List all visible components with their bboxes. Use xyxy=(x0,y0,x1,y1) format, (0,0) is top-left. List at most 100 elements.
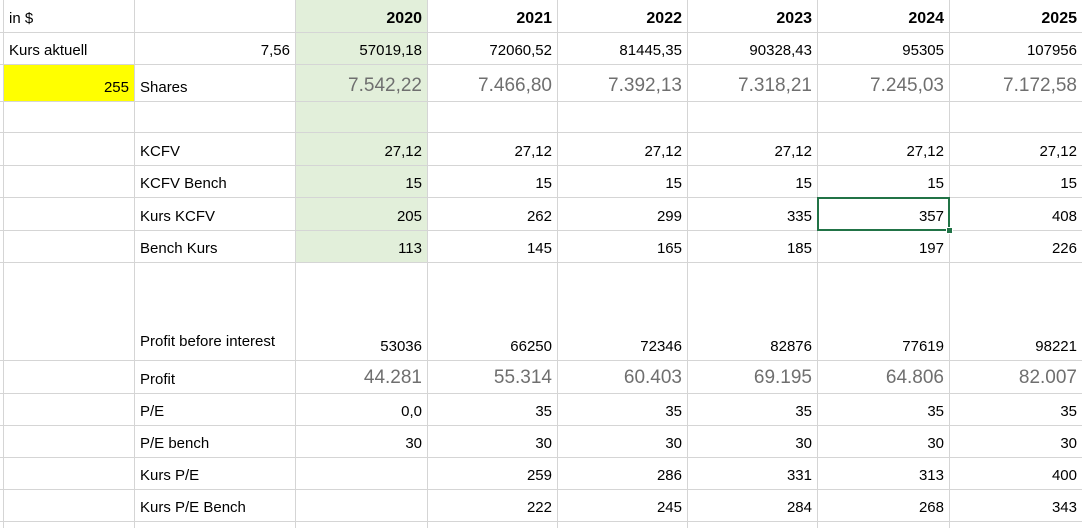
row-label-profit[interactable]: Profit xyxy=(135,361,296,394)
row-label-kurs-pe[interactable]: Kurs P/E xyxy=(135,458,296,490)
cell-kcfv-bench-2021[interactable]: 15 xyxy=(428,166,558,198)
cell-kurs-pe-2024[interactable]: 313 xyxy=(818,458,950,490)
cell-kcfv-bench-2020[interactable]: 15 xyxy=(296,166,428,198)
cell-year-header-col-b[interactable] xyxy=(135,0,296,33)
cell-year-header-2020[interactable]: 2020 xyxy=(296,0,428,33)
cell-profit-before-interest-2023[interactable]: 82876 xyxy=(688,263,818,361)
cell-kurs-aktuell-2020[interactable]: 57019,18 xyxy=(296,33,428,65)
cell-shares-2024[interactable]: 7.245,03 xyxy=(818,65,950,102)
row-label-kcfv[interactable]: KCFV xyxy=(135,133,296,166)
row-label-kurs-pe-bench[interactable]: Kurs P/E Bench xyxy=(135,490,296,522)
row-label-profit-before-interest[interactable]: Profit before interest xyxy=(135,263,296,361)
cell-bench-kurs-2022[interactable]: 165 xyxy=(558,231,688,263)
cell-kurs-pe-bench-2023[interactable]: 284 xyxy=(688,490,818,522)
cell-kcfv-bench-2024[interactable]: 15 xyxy=(818,166,950,198)
cell-year-header-2025[interactable]: 2025 xyxy=(950,0,1082,33)
cell-kurs-kcfv-2020[interactable]: 205 xyxy=(296,198,428,231)
cell-kurs-kcfv-col-a[interactable] xyxy=(4,198,135,231)
cell-kurs-aktuell-2022[interactable]: 81445,35 xyxy=(558,33,688,65)
cell-kcfv-bench-2023[interactable]: 15 xyxy=(688,166,818,198)
cell-pe-bench-2023[interactable]: 30 xyxy=(688,426,818,458)
cell-kcfv-bench-2025[interactable]: 15 xyxy=(950,166,1082,198)
cell-profit-col-a[interactable] xyxy=(4,361,135,394)
cell-bench-kurs-2023[interactable]: 185 xyxy=(688,231,818,263)
cell-kurs-pe-2020[interactable] xyxy=(296,458,428,490)
cell-pe-bench-2025[interactable]: 30 xyxy=(950,426,1082,458)
cell-bench-kurs-2024[interactable]: 197 xyxy=(818,231,950,263)
row-label-kcfv-bench[interactable]: KCFV Bench xyxy=(135,166,296,198)
cell-kcfv-bench-col-a[interactable] xyxy=(4,166,135,198)
cell-bench-kurs-2025[interactable]: 226 xyxy=(950,231,1082,263)
cell-kcfv-2023[interactable]: 27,12 xyxy=(688,133,818,166)
cell-shares-col-a[interactable]: 255 xyxy=(4,65,135,102)
cell-kurs-pe-bench-2025[interactable]: 343 xyxy=(950,490,1082,522)
cell-kurs-pe-col-a[interactable] xyxy=(4,458,135,490)
cell-pe-2021[interactable]: 35 xyxy=(428,394,558,426)
cell-bench-kurs-col-a[interactable] xyxy=(4,231,135,263)
cell-pe-2022[interactable]: 35 xyxy=(558,394,688,426)
cell-pe-bench-col-a[interactable] xyxy=(4,426,135,458)
cell-kurs-pe-bench-2020[interactable] xyxy=(296,490,428,522)
cell-profit-before-interest-2025[interactable]: 98221 xyxy=(950,263,1082,361)
cell-pe-2020[interactable]: 0,0 xyxy=(296,394,428,426)
cell-kurs-pe-bench-2024[interactable]: 268 xyxy=(818,490,950,522)
cell-year-header-2024[interactable]: 2024 xyxy=(818,0,950,33)
cell-kcfv-2025[interactable]: 27,12 xyxy=(950,133,1082,166)
cell-pe-2023[interactable]: 35 xyxy=(688,394,818,426)
cell-profit-2023[interactable]: 69.195 xyxy=(688,361,818,394)
cell-kurs-kcfv-2021[interactable]: 262 xyxy=(428,198,558,231)
cell-kurs-pe-2022[interactable]: 286 xyxy=(558,458,688,490)
row-label-kurs-aktuell[interactable]: 7,56 xyxy=(135,33,296,65)
cell-empty-row-1-col-a[interactable] xyxy=(4,102,135,133)
cell-shares-2020[interactable]: 7.542,22 xyxy=(296,65,428,102)
cell-empty-row-1-2022[interactable] xyxy=(558,102,688,133)
cell-empty-row-1-col-b[interactable] xyxy=(135,102,296,133)
cell-year-header-2021[interactable]: 2021 xyxy=(428,0,558,33)
cell-year-header-2022[interactable]: 2022 xyxy=(558,0,688,33)
cell-kurs-pe-2021[interactable]: 259 xyxy=(428,458,558,490)
cell-pe-2024[interactable]: 35 xyxy=(818,394,950,426)
cell-kurs-aktuell-col-a[interactable]: Kurs aktuell xyxy=(4,33,135,65)
cell-kurs-aktuell-2023[interactable]: 90328,43 xyxy=(688,33,818,65)
cell-kcfv-bench-2022[interactable]: 15 xyxy=(558,166,688,198)
cell-kcfv-2021[interactable]: 27,12 xyxy=(428,133,558,166)
cell-profit-2021[interactable]: 55.314 xyxy=(428,361,558,394)
row-label-kurs-kcfv[interactable]: Kurs KCFV xyxy=(135,198,296,231)
row-label-bench-kurs[interactable]: Bench Kurs xyxy=(135,231,296,263)
cell-pe-col-a[interactable] xyxy=(4,394,135,426)
cell-profit-before-interest-2022[interactable]: 72346 xyxy=(558,263,688,361)
cell-profit-before-interest-2024[interactable]: 77619 xyxy=(818,263,950,361)
cell-kurs-pe-bench-2022[interactable]: 245 xyxy=(558,490,688,522)
cell-year-header-2023[interactable]: 2023 xyxy=(688,0,818,33)
cell-empty-row-1-2021[interactable] xyxy=(428,102,558,133)
cell-pe-bench-2024[interactable]: 30 xyxy=(818,426,950,458)
cell-kurs-pe-2023[interactable]: 331 xyxy=(688,458,818,490)
cell-year-header-col-a[interactable]: in $ xyxy=(4,0,135,33)
cell-kurs-aktuell-2024[interactable]: 95305 xyxy=(818,33,950,65)
cell-empty-row-1-2025[interactable] xyxy=(950,102,1082,133)
cell-kurs-pe-bench-col-a[interactable] xyxy=(4,490,135,522)
cell-empty-row-1-2024[interactable] xyxy=(818,102,950,133)
cell-kurs-aktuell-2021[interactable]: 72060,52 xyxy=(428,33,558,65)
cell-profit-before-interest-2020[interactable]: 53036 xyxy=(296,263,428,361)
cell-profit-before-interest-2021[interactable]: 66250 xyxy=(428,263,558,361)
row-label-pe-bench[interactable]: P/E bench xyxy=(135,426,296,458)
cell-bench-kurs-2021[interactable]: 145 xyxy=(428,231,558,263)
cell-shares-2022[interactable]: 7.392,13 xyxy=(558,65,688,102)
cell-kurs-pe-2025[interactable]: 400 xyxy=(950,458,1082,490)
cell-kcfv-2020[interactable]: 27,12 xyxy=(296,133,428,166)
cell-kcfv-col-a[interactable] xyxy=(4,133,135,166)
cell-shares-2021[interactable]: 7.466,80 xyxy=(428,65,558,102)
cell-kurs-kcfv-2025[interactable]: 408 xyxy=(950,198,1082,231)
cell-bench-kurs-2020[interactable]: 113 xyxy=(296,231,428,263)
cell-shares-2025[interactable]: 7.172,58 xyxy=(950,65,1082,102)
row-label-pe[interactable]: P/E xyxy=(135,394,296,426)
cell-profit-2022[interactable]: 60.403 xyxy=(558,361,688,394)
cell-shares-2023[interactable]: 7.318,21 xyxy=(688,65,818,102)
cell-kcfv-2022[interactable]: 27,12 xyxy=(558,133,688,166)
cell-profit-before-interest-col-a[interactable] xyxy=(4,263,135,361)
cell-kurs-kcfv-2024[interactable]: 357 xyxy=(817,197,953,234)
cell-kurs-kcfv-2022[interactable]: 299 xyxy=(558,198,688,231)
cell-kurs-aktuell-2025[interactable]: 107956 xyxy=(950,33,1082,65)
cell-kurs-pe-bench-2021[interactable]: 222 xyxy=(428,490,558,522)
